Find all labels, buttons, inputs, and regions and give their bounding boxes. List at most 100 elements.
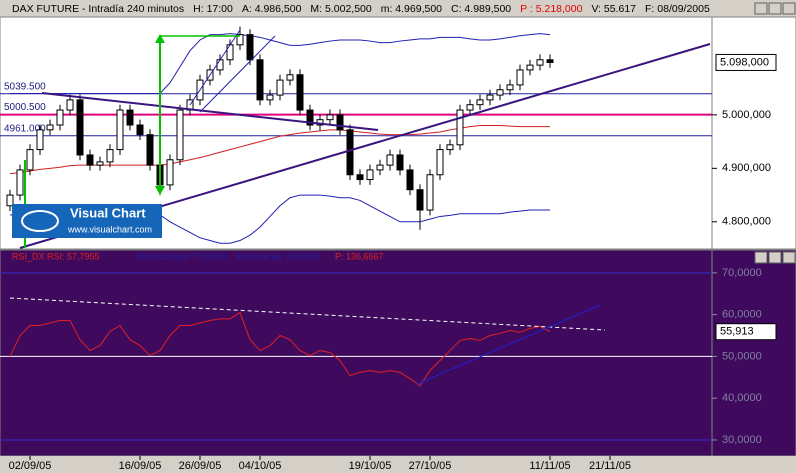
logo-title: Visual Chart (70, 205, 146, 220)
candle-body (276, 79, 284, 96)
candle-body (166, 159, 174, 186)
minimize-button[interactable] (754, 251, 768, 264)
candle-body (436, 149, 444, 176)
close-button[interactable] (782, 251, 796, 264)
y-tick-label: 5.000,000 (722, 109, 771, 121)
candle-body (496, 89, 504, 96)
x-tick-label: 16/09/05 (119, 460, 162, 472)
rsi-period: P: 136,6667 (335, 251, 384, 261)
x-tick-label: 04/10/05 (239, 460, 282, 472)
candle-body (126, 109, 134, 126)
candle-body (396, 154, 404, 171)
candle-body (136, 124, 144, 136)
candle-body (476, 99, 484, 106)
channel-line (199, 35, 276, 113)
candle-body (516, 69, 524, 86)
candle-body (506, 84, 514, 91)
header-field: A: 4.986,500 (241, 2, 302, 15)
candle-body (526, 64, 534, 71)
candle-body (536, 59, 544, 66)
candle-body (256, 59, 264, 101)
level-label: 5039.500 (4, 81, 46, 92)
candle-body (406, 169, 414, 191)
header-field: P : 5.218,000 (520, 2, 583, 15)
candle-body (86, 154, 94, 166)
rsi-trendline (414, 304, 601, 386)
y-tick-label: 50,0000 (722, 350, 762, 362)
candle-body (426, 174, 434, 211)
candle-body (346, 129, 354, 176)
candle-body (356, 174, 364, 181)
logo-icon (21, 210, 59, 232)
candle-body (226, 44, 234, 61)
candle-body (326, 114, 334, 121)
candle-body (336, 114, 344, 131)
level-label: 5000.500 (4, 102, 46, 113)
candle-body (16, 169, 24, 196)
x-tick-label: 19/10/05 (349, 460, 392, 472)
rsi-trendline (9, 297, 606, 331)
y-tick-label: 4.900,000 (722, 162, 771, 174)
candle-body (446, 144, 454, 151)
candle-body (146, 134, 154, 166)
candle-body (116, 109, 124, 151)
candle-body (96, 161, 104, 166)
rsi-annotations (9, 297, 606, 386)
bar-info-header: DAX FUTURE - Intradía 240 minutos H: 17:0… (0, 0, 740, 17)
candle-body (26, 149, 34, 171)
maximize-button[interactable] (768, 251, 782, 264)
candle-body (46, 124, 54, 131)
indicator-line (10, 33, 551, 94)
x-axis-strip (0, 456, 796, 473)
candle-body (36, 129, 44, 151)
candle-body (176, 109, 184, 161)
candle-body (76, 99, 84, 156)
logo-url: www.visualchart.com (67, 224, 152, 234)
candle-body (386, 154, 394, 166)
last-value-label: 55,913 (720, 326, 754, 338)
maximize-button[interactable] (768, 2, 782, 15)
last-value-label: 5.098,000 (720, 56, 769, 68)
logo: Visual Chart www.visualchart.com (12, 204, 162, 238)
candle-body (106, 149, 114, 163)
last-value-box (715, 53, 777, 71)
channel-line (189, 29, 241, 106)
candle-body (486, 94, 494, 101)
header-field: H: 17:00 (193, 2, 233, 15)
trendline (41, 92, 379, 131)
y-tick-label: 70,0000 (722, 267, 762, 279)
price-axis-panel (711, 16, 796, 250)
x-tick-label: 11/11/05 (529, 460, 570, 472)
window-buttons (754, 2, 796, 264)
header-field: m: 4.969,500 (380, 2, 443, 15)
candle-body (546, 59, 554, 63)
candle-body (466, 104, 474, 111)
candle-body (366, 169, 374, 181)
rsi-plot: 30,0000 40,0000 50,0000 60,0000 70,0000 55,91… (0, 267, 777, 446)
level-label: 4961.000 (4, 123, 46, 134)
y-tick-label: 4.800,000 (722, 216, 771, 228)
last-value-box (715, 323, 777, 341)
header-field: F: 08/09/2005 (645, 2, 710, 15)
candle-body (296, 74, 304, 111)
candle-body (236, 34, 244, 46)
y-tick-label: 40,0000 (722, 392, 762, 404)
candle-body (456, 109, 464, 146)
candle-body (56, 109, 64, 126)
rsi-line (9, 311, 551, 387)
x-tick-label: 27/10/05 (409, 460, 452, 472)
minimize-button[interactable] (754, 2, 768, 15)
logo-box (12, 204, 162, 238)
x-tick-label: 21/11/05 (589, 460, 631, 472)
candle-body (286, 74, 294, 81)
rsi-oversold: Sobreventa: 30,0000 (235, 251, 319, 261)
close-button[interactable] (782, 2, 796, 15)
candle-body (306, 109, 314, 126)
candle-body (416, 189, 424, 211)
candle-body (66, 99, 74, 111)
header-field: C: 4.989,500 (451, 2, 512, 15)
y-tick-label: 60,0000 (722, 309, 762, 321)
candle-body (6, 194, 14, 207)
candle-body (246, 34, 254, 61)
